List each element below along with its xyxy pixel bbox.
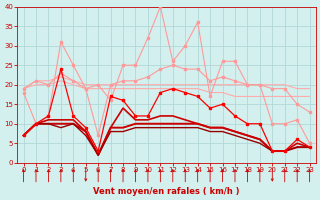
X-axis label: Vent moyen/en rafales ( km/h ): Vent moyen/en rafales ( km/h ): [93, 187, 240, 196]
